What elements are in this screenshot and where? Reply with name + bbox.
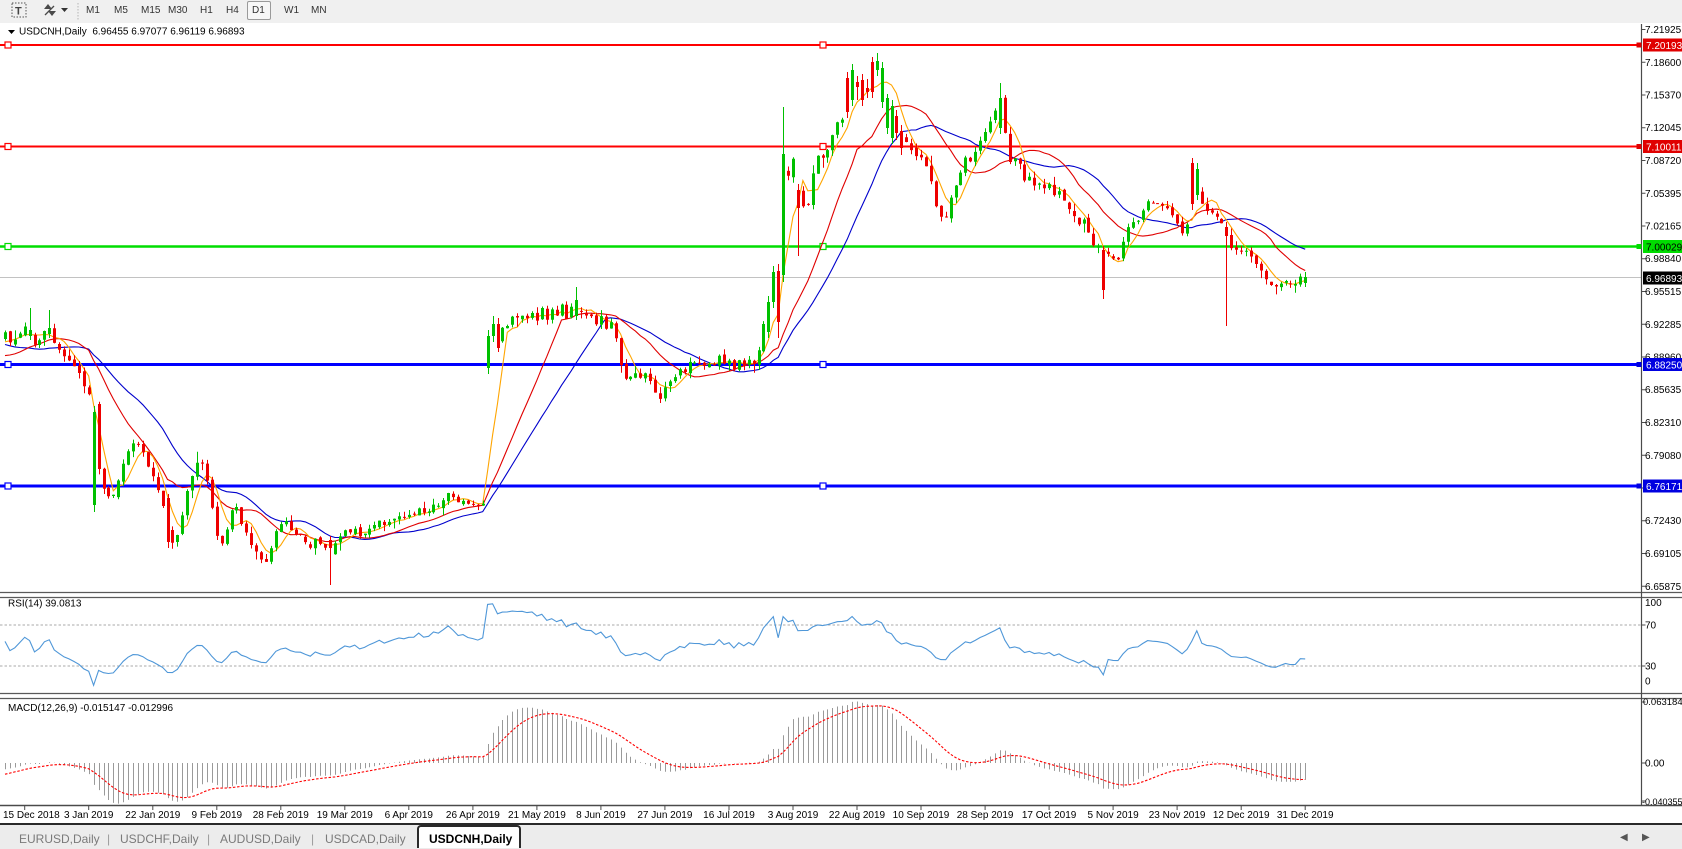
- svg-text:8 Jun 2019: 8 Jun 2019: [576, 810, 626, 821]
- svg-text:6.65875: 6.65875: [1645, 582, 1682, 593]
- svg-text:7.02165: 7.02165: [1645, 222, 1682, 233]
- svg-text:7.18600: 7.18600: [1645, 58, 1682, 69]
- svg-text:7.12045: 7.12045: [1645, 123, 1682, 134]
- svg-text:28 Feb 2019: 28 Feb 2019: [253, 810, 310, 821]
- svg-text:MACD(12,26,9) -0.015147 -0.012: MACD(12,26,9) -0.015147 -0.012996: [8, 703, 174, 714]
- svg-text:6.98840: 6.98840: [1645, 254, 1682, 265]
- svg-text:6.69105: 6.69105: [1645, 549, 1682, 560]
- svg-text:0.00: 0.00: [1645, 759, 1665, 770]
- svg-text:5 Nov 2019: 5 Nov 2019: [1088, 810, 1140, 821]
- svg-text:15 Dec 2018: 15 Dec 2018: [3, 810, 60, 821]
- svg-text:26 Apr 2019: 26 Apr 2019: [446, 810, 500, 821]
- svg-text:6.95515: 6.95515: [1645, 287, 1682, 298]
- svg-text:0: 0: [1645, 677, 1651, 688]
- svg-text:7.10011: 7.10011: [1646, 142, 1682, 153]
- svg-text:21 May 2019: 21 May 2019: [508, 810, 566, 821]
- svg-text:6.92285: 6.92285: [1645, 320, 1682, 331]
- svg-text:6.79080: 6.79080: [1645, 451, 1682, 462]
- svg-text:USDCNH,Daily 6.96455 6.97077: USDCNH,Daily 6.96455 6.97077 6.96119 6.9…: [19, 27, 245, 38]
- svg-text:9 Feb 2019: 9 Feb 2019: [191, 810, 242, 821]
- svg-text:6.96893: 6.96893: [1646, 274, 1682, 285]
- svg-text:6.85635: 6.85635: [1645, 385, 1682, 396]
- svg-text:7.20193: 7.20193: [1646, 41, 1682, 52]
- svg-text:7.15370: 7.15370: [1645, 91, 1682, 102]
- svg-text:6.88250: 6.88250: [1646, 360, 1682, 371]
- svg-text:17 Oct 2019: 17 Oct 2019: [1022, 810, 1077, 821]
- svg-text:7.08720: 7.08720: [1645, 156, 1682, 167]
- svg-text:7.00029: 7.00029: [1646, 242, 1682, 253]
- svg-text:6.76171: 6.76171: [1646, 482, 1682, 493]
- svg-text:7.21925: 7.21925: [1645, 25, 1682, 36]
- svg-text:10 Sep 2019: 10 Sep 2019: [893, 810, 950, 821]
- svg-text:16 Jul 2019: 16 Jul 2019: [703, 810, 755, 821]
- svg-text:28 Sep 2019: 28 Sep 2019: [957, 810, 1014, 821]
- svg-text:23 Nov 2019: 23 Nov 2019: [1149, 810, 1206, 821]
- svg-text:100: 100: [1645, 598, 1662, 609]
- svg-text:-0.040355: -0.040355: [1642, 797, 1682, 807]
- svg-text:70: 70: [1645, 621, 1657, 632]
- svg-text:0.063184: 0.063184: [1643, 697, 1682, 708]
- svg-text:12 Dec 2019: 12 Dec 2019: [1213, 810, 1270, 821]
- svg-text:6 Apr 2019: 6 Apr 2019: [385, 810, 434, 821]
- svg-text:27 Jun 2019: 27 Jun 2019: [637, 810, 692, 821]
- svg-text:3 Jan 2019: 3 Jan 2019: [64, 810, 114, 821]
- svg-text:30: 30: [1645, 662, 1657, 673]
- svg-text:31 Dec 2019: 31 Dec 2019: [1277, 810, 1334, 821]
- svg-text:19 Mar 2019: 19 Mar 2019: [317, 810, 374, 821]
- svg-text:6.82310: 6.82310: [1645, 418, 1682, 429]
- svg-text:22 Aug 2019: 22 Aug 2019: [829, 810, 886, 821]
- svg-text:RSI(14) 39.0813: RSI(14) 39.0813: [8, 599, 82, 610]
- svg-text:22 Jan 2019: 22 Jan 2019: [125, 810, 180, 821]
- svg-text:T: T: [15, 6, 22, 18]
- svg-text:6.72430: 6.72430: [1645, 516, 1682, 527]
- svg-text:7.05395: 7.05395: [1645, 189, 1682, 200]
- svg-text:3 Aug 2019: 3 Aug 2019: [768, 810, 819, 821]
